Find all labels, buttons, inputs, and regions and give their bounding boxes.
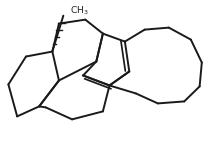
Text: $\mathregular{CH_3}$: $\mathregular{CH_3}$ — [70, 4, 89, 17]
